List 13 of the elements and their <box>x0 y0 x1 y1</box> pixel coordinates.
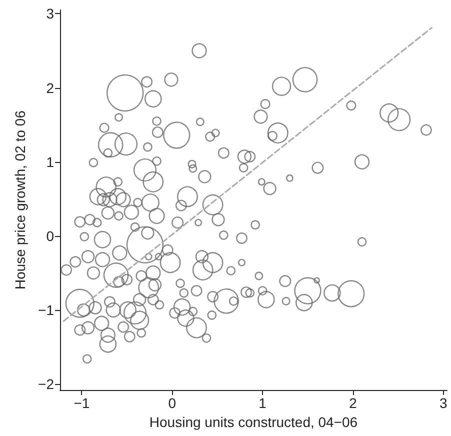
y-tick-label: 2 <box>46 80 54 96</box>
x-axis-title: Housing units constructed, 04−06 <box>149 414 358 430</box>
x-tick-label: 2 <box>349 395 358 411</box>
y-tick-label: 1 <box>46 154 54 170</box>
x-tick-label: 3 <box>439 395 448 411</box>
y-tick-label: 0 <box>46 228 54 244</box>
y-tick-label: −1 <box>38 302 54 318</box>
y-axis-title: House price growth, 02 to 06 <box>12 110 28 290</box>
x-tick-label: 1 <box>258 395 267 411</box>
y-tick-label: 3 <box>46 6 54 22</box>
x-tick-label: −1 <box>74 395 90 411</box>
y-tick-label: −2 <box>38 376 54 392</box>
x-tick-label: 0 <box>168 395 176 411</box>
